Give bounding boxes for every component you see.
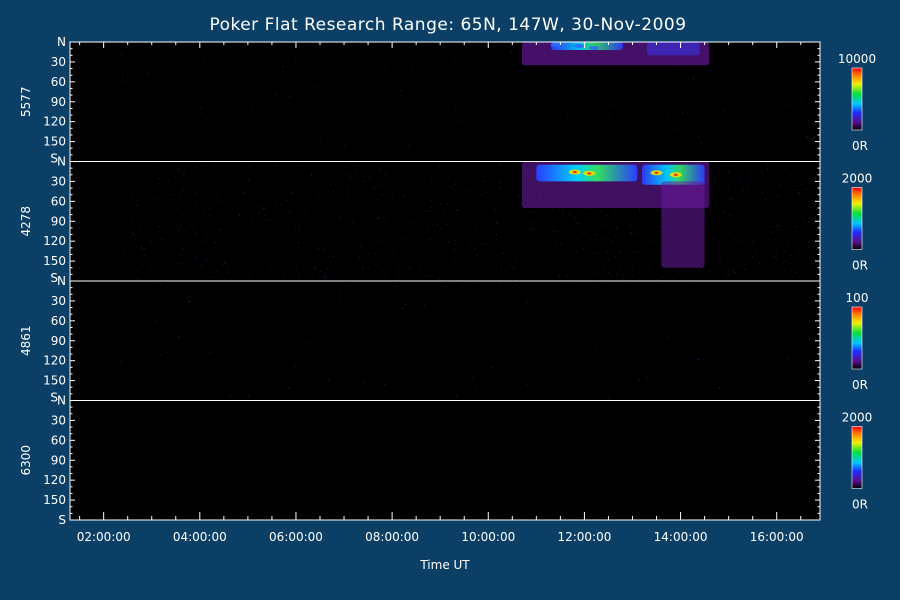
panel-4861: N 30 60 90 120 150 S 4861 100 0R <box>19 274 868 405</box>
x-tick-label: 02:00:00 <box>77 530 131 544</box>
y-tick-label: 120 <box>43 115 66 129</box>
y-tick-label: 150 <box>43 493 66 507</box>
y-tick-label: 60 <box>51 75 66 89</box>
y-tick-label: 30 <box>51 294 66 308</box>
y-tick-label: 30 <box>51 413 66 427</box>
colorbar-max-label: 100 <box>846 291 869 305</box>
y-tick-label: 120 <box>43 354 66 368</box>
x-tick-label: 06:00:00 <box>269 530 323 544</box>
x-tick-label: 04:00:00 <box>173 530 227 544</box>
emission-region <box>646 42 700 56</box>
panel-name-label: 6300 <box>19 445 33 476</box>
y-tick-label: 60 <box>51 194 66 208</box>
y-tick-label: S <box>50 152 58 166</box>
colorbar <box>851 426 863 489</box>
x-tick-label: 14:00:00 <box>654 530 708 544</box>
colorbar-max-label: 2000 <box>842 411 873 425</box>
colorbar-min-label: 0R <box>852 259 868 273</box>
colorbar <box>851 67 863 131</box>
emission-region <box>661 181 705 268</box>
colorbar-min-label: 0R <box>852 139 868 153</box>
emission-peak-core <box>654 171 659 174</box>
emission-peak <box>574 44 585 48</box>
y-tick-label: N <box>57 35 66 49</box>
y-tick-label: 90 <box>51 214 66 228</box>
y-tick-label: 30 <box>51 174 66 188</box>
y-tick-label: 150 <box>43 135 66 149</box>
emission-peak-core <box>673 173 678 176</box>
y-tick-label: S <box>50 391 58 405</box>
y-tick-label: N <box>57 155 66 169</box>
colorbar <box>851 306 863 370</box>
panel-plot-area <box>70 400 820 520</box>
y-tick-label: N <box>57 394 66 408</box>
emission-region <box>550 42 623 50</box>
y-tick-label: 120 <box>43 473 66 487</box>
y-tick-label: 150 <box>43 374 66 388</box>
panel-6300: N 30 60 90 120 150 S 6300 2000 0R <box>19 394 872 528</box>
y-tick-label: 60 <box>51 433 66 447</box>
panel-5577: N 30 60 90 120 150 S 5577 10000 0R <box>19 35 876 166</box>
x-axis-label: Time UT <box>419 558 470 572</box>
y-tick-label: 150 <box>43 254 66 268</box>
panel-name-label: 5577 <box>19 86 33 117</box>
panel-4278: N 30 60 90 120 150 S 4278 2000 0R <box>19 155 872 286</box>
emission-peak <box>550 42 561 47</box>
x-tick-label: 10:00:00 <box>461 530 515 544</box>
panel-name-label: 4861 <box>19 325 33 356</box>
y-tick-label: 90 <box>51 453 66 467</box>
x-tick-label: 12:00:00 <box>557 530 611 544</box>
colorbar-max-label: 2000 <box>842 172 873 186</box>
colorbar <box>851 187 863 250</box>
y-tick-label: 60 <box>51 314 66 328</box>
y-tick-label: 120 <box>43 234 66 248</box>
colorbar-min-label: 0R <box>852 378 868 392</box>
emission-peak-core <box>572 170 577 174</box>
y-tick-label: N <box>57 274 66 288</box>
emission-peak <box>589 46 599 50</box>
y-tick-label: 90 <box>51 95 66 109</box>
emission-peak-core <box>587 172 592 175</box>
y-tick-label: S <box>50 271 58 285</box>
y-tick-label: 30 <box>51 55 66 69</box>
y-tick-label: S <box>58 513 66 527</box>
panel-name-label: 4278 <box>19 206 33 237</box>
colorbar-max-label: 10000 <box>838 52 876 66</box>
panel-plot-area <box>70 281 820 401</box>
y-tick-label: 90 <box>51 334 66 348</box>
x-tick-label: 16:00:00 <box>750 530 804 544</box>
x-tick-label: 08:00:00 <box>365 530 419 544</box>
chart-title: Poker Flat Research Range: 65N, 147W, 30… <box>209 15 686 35</box>
noise-speckle <box>120 283 793 401</box>
colorbar-min-label: 0R <box>852 498 868 512</box>
